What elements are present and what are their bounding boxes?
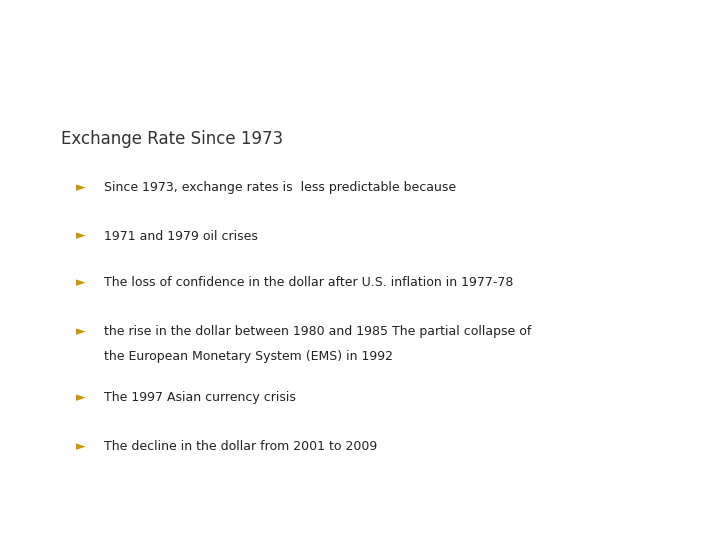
Text: ►: ► xyxy=(76,276,85,289)
Text: 1971 and 1979 oil crises: 1971 and 1979 oil crises xyxy=(104,230,258,242)
Text: The 1997 Asian currency crisis: The 1997 Asian currency crisis xyxy=(104,392,296,404)
Text: The decline in the dollar from 2001 to 2009: The decline in the dollar from 2001 to 2… xyxy=(104,440,378,453)
Text: the rise in the dollar between 1980 and 1985 The partial collapse of: the rise in the dollar between 1980 and … xyxy=(104,325,532,338)
Text: ►: ► xyxy=(76,440,85,453)
Text: the European Monetary System (EMS) in 1992: the European Monetary System (EMS) in 19… xyxy=(104,350,393,363)
Text: ►: ► xyxy=(76,230,85,242)
Text: Exchange Rate Since 1973: Exchange Rate Since 1973 xyxy=(61,130,284,147)
Text: ►: ► xyxy=(76,325,85,338)
Text: The loss of confidence in the dollar after U.S. inflation in 1977-78: The loss of confidence in the dollar aft… xyxy=(104,276,514,289)
Text: ►: ► xyxy=(76,181,85,194)
Text: Since 1973, exchange rates is  less predictable because: Since 1973, exchange rates is less predi… xyxy=(104,181,456,194)
Text: ►: ► xyxy=(76,392,85,404)
